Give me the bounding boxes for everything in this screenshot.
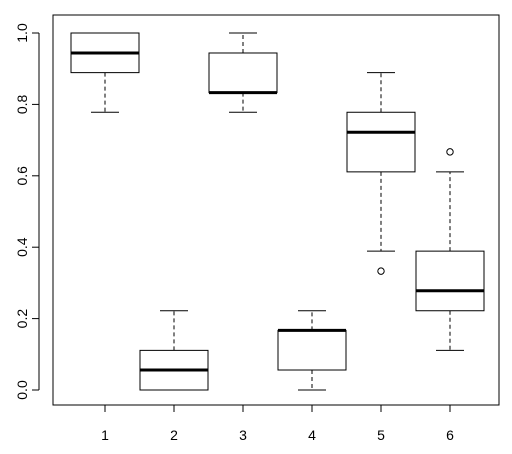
y-tick-label: 0.4 (14, 237, 30, 257)
x-tick-label: 6 (446, 427, 454, 443)
box-4 (277, 310, 347, 391)
y-tick-label: 0.8 (14, 94, 30, 114)
x-tick-label: 5 (377, 427, 385, 443)
y-tick-label: 1.0 (14, 23, 30, 43)
y-axis: 0.0 0.2 0.4 0.6 0.8 1.0 (14, 23, 40, 400)
x-tick-label: 4 (308, 427, 316, 443)
outlier-point (446, 148, 454, 156)
x-tick-label: 2 (170, 427, 178, 443)
box-iqr (346, 111, 416, 173)
y-tick-label: 0.6 (14, 166, 30, 186)
box-iqr (277, 329, 347, 371)
y-tick-label: 0.0 (14, 380, 30, 400)
box-iqr (208, 52, 278, 94)
boxes (70, 32, 485, 391)
box-5 (346, 72, 416, 275)
box-1 (70, 32, 140, 113)
box-3 (208, 32, 278, 113)
box-6 (415, 148, 485, 351)
y-tick-label: 0.2 (14, 309, 30, 329)
box-2 (139, 310, 209, 391)
box-iqr (415, 250, 485, 312)
outlier-point (377, 267, 385, 275)
x-tick-label: 3 (239, 427, 247, 443)
x-tick-label: 1 (101, 427, 109, 443)
x-axis: 1 2 3 4 5 6 (101, 404, 454, 443)
